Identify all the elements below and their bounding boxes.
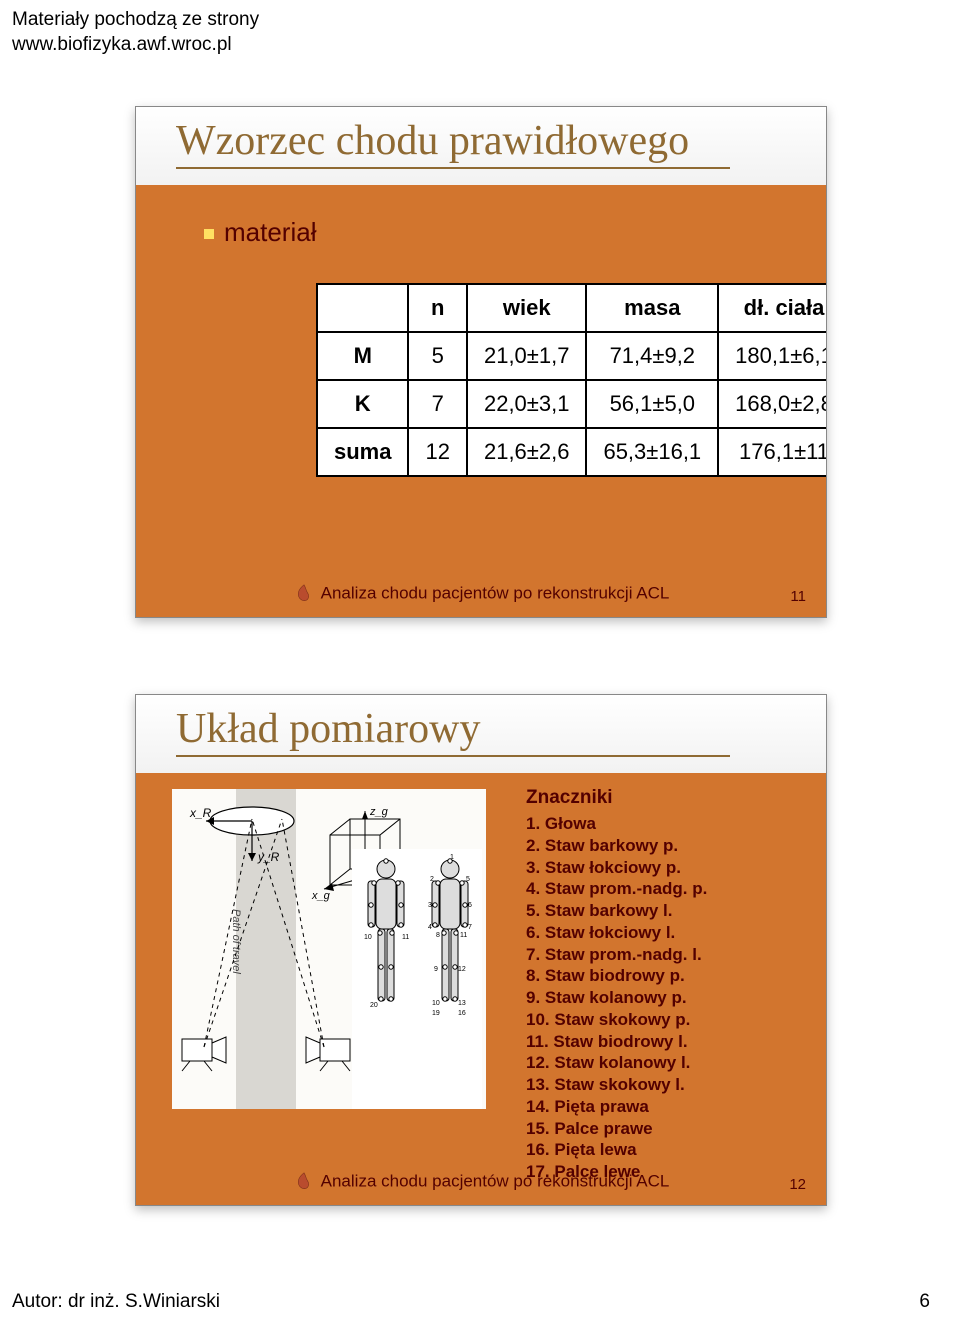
- slide-number: 12: [789, 1176, 806, 1193]
- table-row: K 7 22,0±3,1 56,1±5,0 168,0±2,8: [317, 380, 827, 428]
- slide-2: Układ pomiarowy Path of travel x_R y_R: [135, 694, 827, 1206]
- col-masa: masa: [586, 284, 718, 332]
- source-attribution: Materiały pochodzą ze strony www.biofizy…: [12, 8, 259, 57]
- svg-text:2: 2: [430, 876, 434, 883]
- logo-icon: [293, 583, 315, 605]
- marker-item: 8. Staw biodrowy p.: [526, 965, 707, 987]
- cell: 21,0±1,7: [467, 332, 586, 380]
- marker-item: 16. Pięta lewa: [526, 1139, 707, 1161]
- svg-text:8: 8: [436, 932, 440, 939]
- marker-item: 11. Staw biodrowy l.: [526, 1031, 707, 1053]
- cell: 56,1±5,0: [586, 380, 718, 428]
- body-svg: 10 11 20: [352, 849, 482, 1109]
- cell: 22,0±3,1: [467, 380, 586, 428]
- cell: K: [317, 380, 408, 428]
- marker-item: 14. Pięta prawa: [526, 1096, 707, 1118]
- cell: suma: [317, 428, 408, 476]
- svg-text:6: 6: [468, 902, 472, 909]
- bullet-material: materiał: [204, 217, 316, 248]
- col-wiek: wiek: [467, 284, 586, 332]
- marker-item: 5. Staw barkowy l.: [526, 900, 707, 922]
- data-table: n wiek masa dł. ciała M 5 21,0±1,7 71,4±…: [316, 283, 827, 477]
- marker-item: 1. Głowa: [526, 813, 707, 835]
- cell: 65,3±16,1: [586, 428, 718, 476]
- slide-title: Układ pomiarowy: [176, 705, 480, 753]
- svg-text:11: 11: [460, 932, 467, 939]
- svg-text:12: 12: [458, 966, 466, 973]
- col-dlciala: dł. ciała: [718, 284, 827, 332]
- col-n: n: [408, 284, 466, 332]
- cell: 21,6±2,6: [467, 428, 586, 476]
- marker-item: 12. Staw kolanowy l.: [526, 1052, 707, 1074]
- marker-item: 9. Staw kolanowy p.: [526, 987, 707, 1009]
- cell: 180,1±6,1: [718, 332, 827, 380]
- table-row: suma 12 21,6±2,6 65,3±16,1 176,1±11: [317, 428, 827, 476]
- marker-item: 4. Staw prom.-nadg. p.: [526, 878, 707, 900]
- marker-item: 7. Staw prom.-nadg. l.: [526, 944, 707, 966]
- cell: 5: [408, 332, 466, 380]
- source-line2: www.biofizyka.awf.wroc.pl: [12, 33, 259, 58]
- svg-text:10: 10: [432, 1000, 440, 1007]
- table-row: M 5 21,0±1,7 71,4±9,2 180,1±6,1: [317, 332, 827, 380]
- svg-text:16: 16: [458, 1010, 466, 1017]
- cell: 71,4±9,2: [586, 332, 718, 380]
- svg-text:20: 20: [370, 1002, 378, 1009]
- markers-list: 1. Głowa 2. Staw barkowy p. 3. Staw łokc…: [526, 813, 707, 1183]
- svg-text:3: 3: [428, 902, 432, 909]
- title-underline: [176, 755, 730, 757]
- markers-heading: Znaczniki: [526, 787, 613, 809]
- slide-1: Wzorzec chodu prawidłowego materiał n wi…: [135, 106, 827, 618]
- marker-item: 13. Staw skokowy l.: [526, 1074, 707, 1096]
- svg-text:11: 11: [402, 934, 409, 941]
- marker-item: 15. Palce prawe: [526, 1118, 707, 1140]
- author-footer: Autor: dr inż. S.Winiarski: [12, 1291, 220, 1313]
- footer-caption: Analiza chodu pacjentów po rekonstrukcji…: [136, 1171, 826, 1193]
- slide-number: 11: [790, 588, 806, 605]
- measurement-system-diagram: Path of travel x_R y_R z: [172, 789, 486, 1109]
- svg-text:4: 4: [428, 924, 432, 931]
- svg-text:19: 19: [432, 1010, 440, 1017]
- cell: 7: [408, 380, 466, 428]
- footer-caption-text: Analiza chodu pacjentów po rekonstrukcji…: [321, 1171, 670, 1190]
- page-number: 6: [919, 1291, 930, 1313]
- marker-item: 3. Staw łokciowy p.: [526, 857, 707, 879]
- table-header-row: n wiek masa dł. ciała: [317, 284, 827, 332]
- cell: 12: [408, 428, 466, 476]
- col-0: [317, 284, 408, 332]
- source-line1: Materiały pochodzą ze strony: [12, 8, 259, 33]
- svg-text:10: 10: [364, 934, 372, 941]
- svg-text:5: 5: [466, 876, 470, 883]
- footer-caption: Analiza chodu pacjentów po rekonstrukcji…: [136, 583, 826, 605]
- body-marker-figure: 10 11 20: [352, 849, 482, 1109]
- marker-item: 6. Staw łokciowy l.: [526, 922, 707, 944]
- svg-text:7: 7: [468, 924, 472, 931]
- marker-item: 2. Staw barkowy p.: [526, 835, 707, 857]
- marker-item: 10. Staw skokowy p.: [526, 1009, 707, 1031]
- title-underline: [176, 167, 730, 169]
- svg-text:9: 9: [434, 966, 438, 973]
- bullet-square-icon: [204, 229, 214, 239]
- svg-text:13: 13: [458, 1000, 466, 1007]
- logo-icon: [293, 1171, 315, 1193]
- cell: M: [317, 332, 408, 380]
- cell: 168,0±2,8: [718, 380, 827, 428]
- footer-caption-text: Analiza chodu pacjentów po rekonstrukcji…: [321, 583, 670, 602]
- bullet-text: materiał: [224, 217, 316, 247]
- cell: 176,1±11: [718, 428, 827, 476]
- svg-text:1: 1: [450, 854, 454, 861]
- slide-title: Wzorzec chodu prawidłowego: [176, 117, 689, 165]
